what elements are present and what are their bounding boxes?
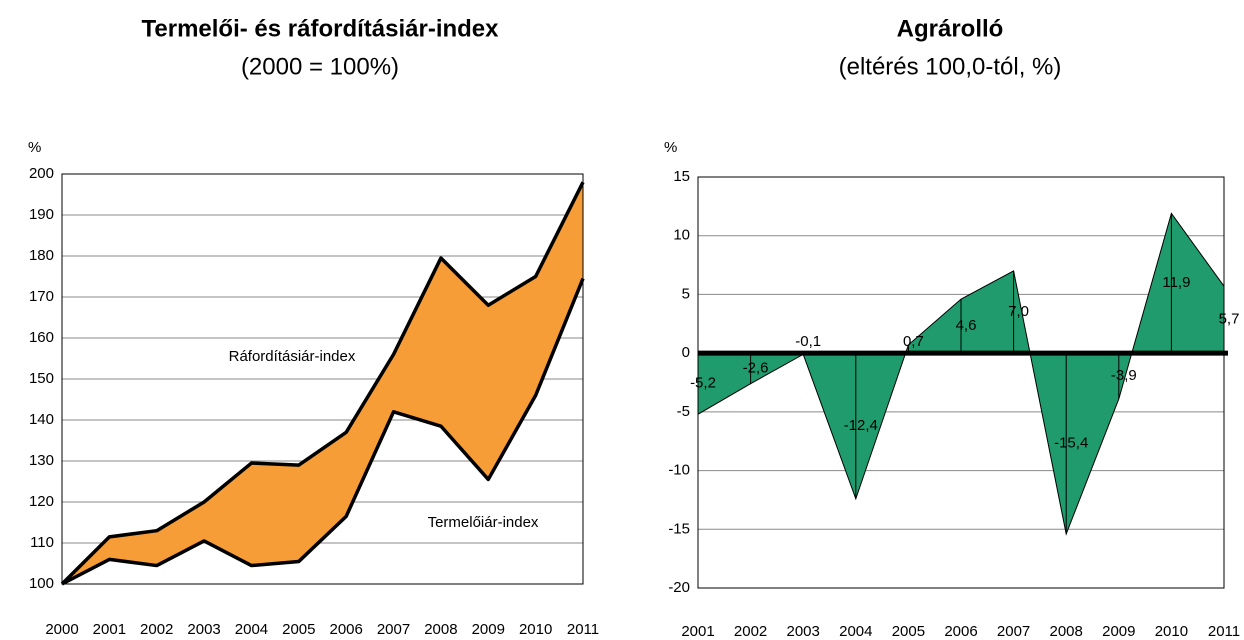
y-axis-label: % — [28, 139, 41, 156]
plot-frame — [61, 173, 584, 585]
data-label: -15,4 — [1054, 435, 1088, 452]
y-tick-label: -10 — [668, 462, 690, 479]
x-tick-label: 2003 — [787, 623, 820, 640]
data-label: -2,6 — [743, 359, 769, 376]
chart-title: Agrárolló — [897, 15, 1004, 42]
x-tick-label: 2001 — [681, 623, 714, 640]
y-tick-label: 120 — [29, 493, 54, 510]
y-tick-label: 200 — [29, 165, 54, 182]
band-fill — [62, 182, 583, 584]
data-label: -3,9 — [1111, 367, 1137, 384]
chart-title: Termelői- és ráfordításiár-index — [142, 15, 500, 42]
x-tick-label: 2007 — [997, 623, 1030, 640]
data-label: -0,1 — [795, 333, 821, 350]
x-tick-label: 2003 — [187, 621, 220, 638]
plot-frame — [697, 176, 1225, 589]
x-tick-label: 2000 — [45, 621, 78, 638]
chart-subtitle: (2000 = 100%) — [241, 53, 399, 80]
y-tick-label: -15 — [668, 520, 690, 537]
x-tick-label: 2002 — [140, 621, 173, 638]
x-tick-label: 2005 — [892, 623, 925, 640]
series-label: Ráfordításiár-index — [229, 348, 356, 365]
x-tick-label: 2008 — [1050, 623, 1083, 640]
y-tick-label: 15 — [673, 168, 690, 185]
chart-subtitle: (eltérés 100,0-tól, %) — [839, 53, 1062, 80]
x-tick-label: 2011 — [1208, 623, 1240, 640]
y-tick-label: 0 — [682, 344, 690, 361]
line — [60, 181, 585, 586]
y-tick-label: -20 — [668, 579, 690, 596]
y-tick-label: 10 — [673, 227, 690, 244]
y-tick-label: 130 — [29, 452, 54, 469]
x-tick-label: 2002 — [734, 623, 767, 640]
x-tick-label: 2009 — [472, 621, 505, 638]
y-tick-label: 190 — [29, 206, 54, 223]
y-tick-label: 180 — [29, 247, 54, 264]
data-label: 5,7 — [1219, 311, 1240, 328]
y-tick-label: -5 — [677, 403, 690, 420]
area — [697, 212, 1225, 536]
y-axis-label: % — [664, 139, 677, 156]
x-tick-label: 2004 — [235, 621, 268, 638]
line — [61, 277, 585, 586]
y-tick-label: 110 — [30, 534, 54, 551]
y-tick-label: 100 — [29, 575, 54, 592]
x-tick-label: 2010 — [1155, 623, 1188, 640]
y-tick-label: 5 — [682, 285, 690, 302]
data-label: 7,0 — [1008, 303, 1029, 320]
y-tick-label: 170 — [29, 288, 54, 305]
x-tick-label: 2009 — [1102, 623, 1135, 640]
x-tick-label: 2005 — [282, 621, 315, 638]
data-label: 0,7 — [903, 333, 924, 350]
x-tick-label: 2006 — [329, 621, 362, 638]
x-tick-label: 2010 — [519, 621, 552, 638]
x-tick-label: 2004 — [839, 623, 872, 640]
series-label: Termelőiár-index — [428, 514, 539, 531]
x-tick-label: 2006 — [944, 623, 977, 640]
x-tick-label: 2008 — [424, 621, 457, 638]
y-tick-label: 150 — [29, 370, 54, 387]
data-label: 4,6 — [956, 317, 977, 334]
data-label: 11,9 — [1162, 274, 1190, 291]
y-tick-label: 140 — [29, 411, 54, 428]
x-tick-label: 2011 — [567, 621, 599, 638]
y-tick-label: 160 — [29, 329, 54, 346]
x-tick-label: 2007 — [377, 621, 410, 638]
x-tick-label: 2001 — [93, 621, 126, 638]
data-label: -5,2 — [690, 375, 716, 392]
data-label: -12,4 — [844, 417, 878, 434]
